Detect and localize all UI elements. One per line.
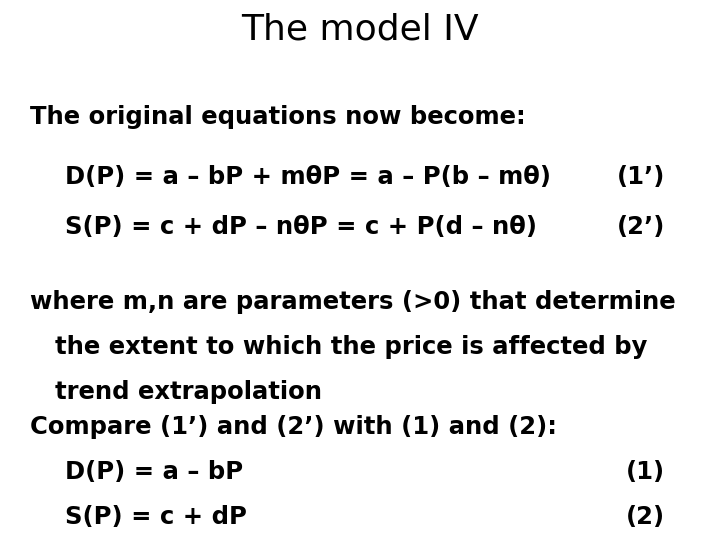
Text: (2): (2) — [626, 505, 665, 529]
Text: S(P) = c + dP: S(P) = c + dP — [65, 505, 247, 529]
Text: (1): (1) — [626, 460, 665, 484]
Text: The original equations now become:: The original equations now become: — [30, 105, 526, 129]
Text: S(P) = c + dP – nθP = c + P(d – nθ): S(P) = c + dP – nθP = c + P(d – nθ) — [65, 215, 537, 239]
Text: Compare (1’) and (2’) with (1) and (2):: Compare (1’) and (2’) with (1) and (2): — [30, 415, 557, 439]
Text: D(P) = a – bP: D(P) = a – bP — [65, 460, 243, 484]
Text: where m,n are parameters (>0) that determine: where m,n are parameters (>0) that deter… — [30, 290, 675, 314]
Text: the extent to which the price is affected by: the extent to which the price is affecte… — [55, 335, 647, 359]
Text: (2’): (2’) — [616, 215, 665, 239]
Text: trend extrapolation: trend extrapolation — [55, 380, 322, 404]
Text: The model IV: The model IV — [241, 12, 479, 46]
Text: D(P) = a – bP + mθP = a – P(b – mθ): D(P) = a – bP + mθP = a – P(b – mθ) — [65, 165, 551, 189]
Text: (1’): (1’) — [616, 165, 665, 189]
